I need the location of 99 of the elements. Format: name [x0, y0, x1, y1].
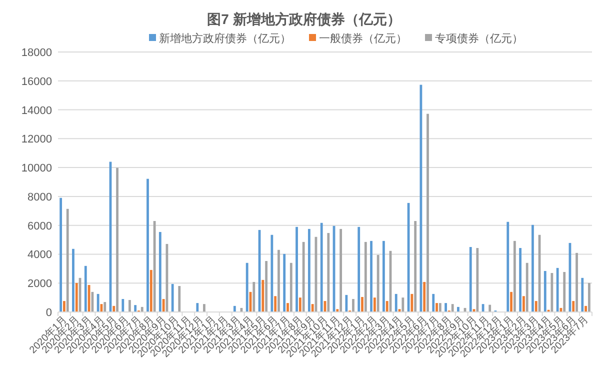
bar — [436, 303, 438, 312]
y-tick-label: 8000 — [28, 191, 52, 204]
bar — [112, 306, 116, 312]
legend-label: 专项债券（亿元） — [435, 32, 523, 45]
bar — [526, 262, 528, 312]
bar — [476, 248, 479, 312]
y-tick-label: 4000 — [28, 249, 52, 262]
y-tick-label: 16000 — [21, 76, 52, 88]
bar — [327, 232, 330, 312]
bar — [178, 286, 181, 312]
bar — [432, 294, 435, 312]
bar — [146, 178, 149, 312]
bar — [252, 282, 256, 312]
bar — [394, 294, 398, 312]
bar — [534, 301, 538, 312]
bar — [420, 84, 422, 312]
bar — [506, 222, 510, 312]
bar — [63, 301, 66, 312]
bar — [340, 228, 342, 312]
bar — [556, 268, 559, 312]
bar — [134, 305, 137, 312]
bar — [158, 232, 162, 312]
bar — [150, 270, 152, 312]
chart-title: 图7 新增地方政府债券（亿元） — [207, 11, 401, 27]
bar — [444, 303, 447, 312]
bar — [302, 242, 305, 312]
bar — [283, 254, 286, 312]
bar — [572, 301, 575, 312]
bar — [274, 296, 277, 312]
bar — [510, 292, 512, 312]
bar — [382, 240, 385, 312]
bar — [286, 303, 289, 312]
bar — [519, 248, 522, 312]
bar — [60, 198, 62, 312]
bar — [550, 273, 554, 312]
bar — [270, 234, 274, 312]
bar — [296, 226, 298, 312]
bar — [352, 299, 354, 312]
bar — [140, 306, 144, 312]
bar — [576, 252, 578, 312]
bar — [104, 302, 106, 312]
bar — [262, 280, 264, 312]
bar — [246, 262, 248, 312]
bar — [457, 306, 460, 312]
bar — [290, 262, 292, 312]
bar — [116, 168, 118, 312]
y-tick-label: 2000 — [28, 278, 52, 290]
bar — [402, 298, 404, 312]
bar — [278, 250, 280, 312]
bar — [308, 228, 310, 312]
bar — [370, 240, 372, 312]
bar — [75, 282, 78, 312]
bar — [581, 278, 584, 312]
bar — [203, 304, 206, 312]
bar — [410, 294, 414, 312]
bar — [386, 301, 388, 312]
bar — [298, 298, 302, 312]
y-tick-label: 0 — [46, 307, 52, 319]
bar — [162, 299, 165, 312]
bar — [233, 306, 236, 312]
bar — [66, 208, 69, 312]
bar — [311, 304, 314, 312]
bar — [320, 222, 323, 312]
bar — [532, 224, 534, 312]
bar — [544, 270, 546, 312]
y-tick-label: 10000 — [21, 162, 52, 175]
bar — [128, 300, 131, 312]
bar — [584, 306, 587, 312]
y-tick-label: 6000 — [28, 220, 52, 232]
bar — [122, 299, 124, 312]
bar — [91, 292, 94, 312]
bar — [265, 261, 268, 312]
bar — [588, 282, 590, 312]
bar — [72, 248, 74, 312]
bar — [563, 272, 566, 312]
bar — [488, 304, 492, 312]
bar — [513, 240, 516, 312]
bar — [469, 247, 472, 312]
bar — [522, 296, 525, 312]
bar — [364, 242, 367, 312]
y-tick-label: 12000 — [21, 134, 52, 146]
legend-label: 新增地方政府债券（亿元） — [159, 32, 291, 45]
bar — [84, 266, 87, 312]
bar — [451, 304, 454, 312]
bar — [438, 303, 442, 312]
bar — [96, 294, 100, 312]
bar — [426, 114, 429, 312]
bar — [171, 284, 174, 312]
bar — [414, 221, 417, 312]
bar — [196, 303, 199, 312]
bar — [373, 298, 376, 312]
bar — [358, 226, 360, 312]
y-tick-label: 14000 — [21, 104, 52, 117]
y-tick-label: 18000 — [21, 47, 52, 59]
legend-label: 一般债券（亿元） — [319, 32, 407, 45]
bar — [361, 296, 364, 312]
bar — [423, 282, 426, 312]
bar — [376, 254, 380, 312]
bar — [345, 294, 348, 312]
